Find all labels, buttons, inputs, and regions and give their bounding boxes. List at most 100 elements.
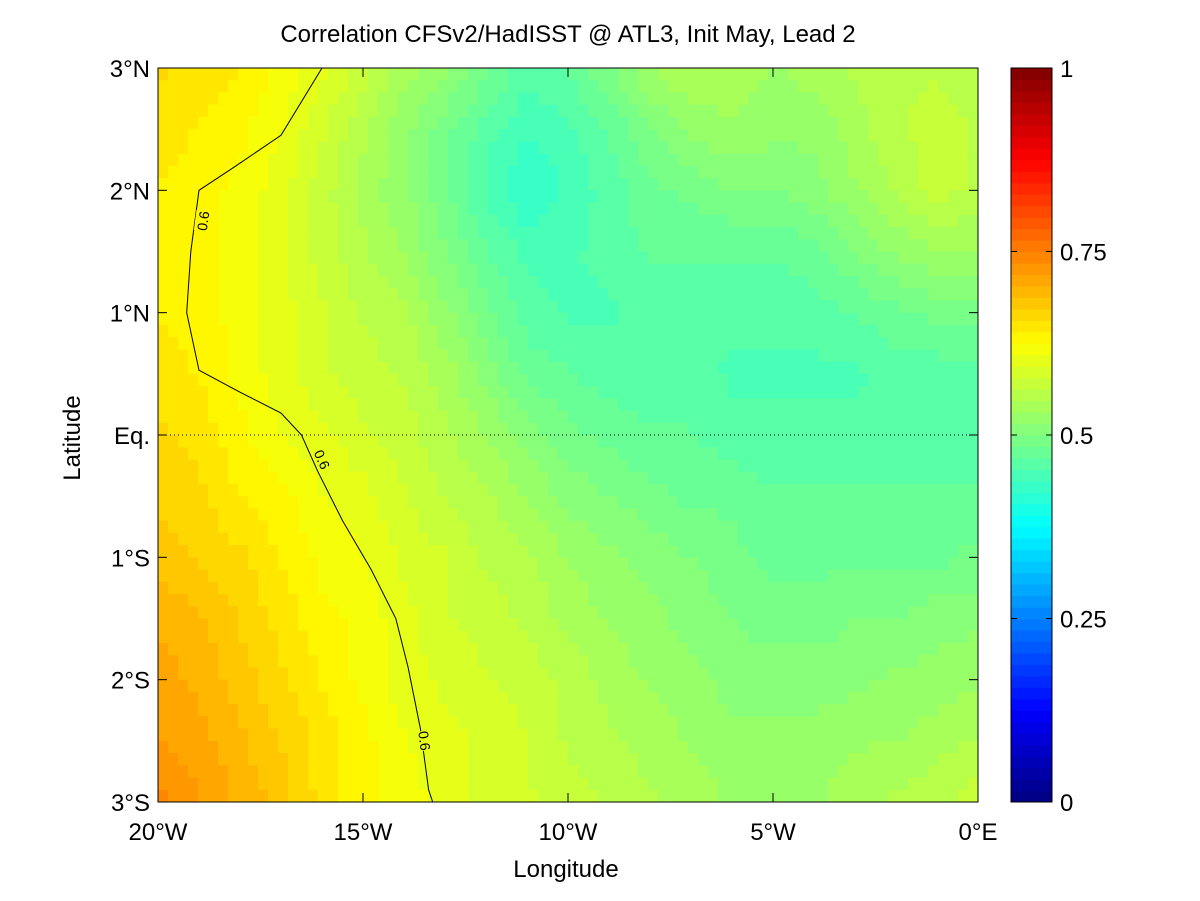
heatmap-cell bbox=[228, 728, 239, 742]
heatmap-cell bbox=[478, 630, 489, 644]
heatmap-cell bbox=[948, 618, 959, 632]
heatmap-cell bbox=[338, 606, 349, 620]
heatmap-cell bbox=[328, 214, 339, 228]
heatmap-cell bbox=[408, 630, 419, 644]
heatmap-cell bbox=[388, 312, 399, 326]
heatmap-cell bbox=[478, 471, 489, 485]
heatmap-cell bbox=[338, 789, 349, 802]
heatmap-cell bbox=[748, 386, 759, 399]
heatmap-cell bbox=[448, 606, 459, 620]
heatmap-cell bbox=[958, 691, 969, 705]
heatmap-cell bbox=[208, 251, 219, 265]
heatmap-cell bbox=[888, 655, 899, 669]
heatmap-cell bbox=[508, 190, 519, 204]
heatmap-cell bbox=[858, 300, 869, 314]
heatmap-cell bbox=[528, 435, 539, 448]
heatmap-cell bbox=[588, 312, 599, 326]
heatmap-cell bbox=[848, 104, 859, 118]
heatmap-cell bbox=[288, 606, 299, 620]
heatmap-cell bbox=[728, 141, 739, 155]
heatmap-cell bbox=[858, 691, 869, 705]
heatmap-cell bbox=[328, 447, 339, 461]
heatmap-cell bbox=[808, 300, 819, 314]
heatmap-cell bbox=[678, 153, 689, 167]
heatmap-cell bbox=[278, 642, 289, 656]
heatmap-cell bbox=[808, 361, 819, 375]
heatmap-cell bbox=[328, 178, 339, 191]
heatmap-cell bbox=[818, 471, 829, 485]
heatmap-cell bbox=[868, 581, 879, 595]
heatmap-cell bbox=[928, 422, 939, 436]
heatmap-cell bbox=[578, 569, 589, 583]
heatmap-cell bbox=[558, 618, 569, 632]
heatmap-cell bbox=[248, 68, 259, 81]
heatmap-cell bbox=[388, 655, 399, 669]
heatmap-cell bbox=[908, 606, 919, 620]
heatmap-cell bbox=[958, 300, 969, 314]
heatmap-cell bbox=[918, 557, 929, 571]
heatmap-cell bbox=[248, 410, 259, 424]
heatmap-cell bbox=[478, 728, 489, 742]
heatmap-cell bbox=[818, 496, 829, 509]
heatmap-cell bbox=[308, 361, 319, 375]
heatmap-cell bbox=[818, 618, 829, 632]
heatmap-cell bbox=[878, 606, 889, 620]
heatmap-cell bbox=[578, 202, 589, 216]
heatmap-cell bbox=[858, 667, 869, 681]
heatmap-cell bbox=[228, 508, 239, 522]
heatmap-cell bbox=[878, 239, 889, 253]
heatmap-cell bbox=[498, 263, 509, 277]
heatmap-cell bbox=[468, 239, 479, 253]
heatmap-cell bbox=[878, 214, 889, 228]
heatmap-cell bbox=[258, 190, 269, 204]
heatmap-cell bbox=[298, 165, 309, 179]
heatmap-cell bbox=[198, 361, 209, 375]
heatmap-cell bbox=[498, 740, 509, 754]
heatmap-cell bbox=[218, 520, 229, 534]
heatmap-cell bbox=[948, 288, 959, 302]
heatmap-cell bbox=[708, 337, 719, 350]
heatmap-cell bbox=[918, 386, 929, 399]
heatmap-cell bbox=[398, 447, 409, 461]
heatmap-cell bbox=[438, 753, 449, 766]
heatmap-cell bbox=[628, 642, 639, 656]
heatmap-cell bbox=[418, 80, 429, 94]
heatmap-cell bbox=[968, 141, 978, 155]
heatmap-cell bbox=[898, 642, 909, 656]
heatmap-cell bbox=[718, 141, 729, 155]
heatmap-cell bbox=[218, 471, 229, 485]
heatmap-cell bbox=[778, 447, 789, 461]
heatmap-cell bbox=[508, 227, 519, 240]
heatmap-cell bbox=[938, 618, 949, 632]
heatmap-cell bbox=[258, 459, 269, 473]
heatmap-cell bbox=[498, 728, 509, 742]
heatmap-cell bbox=[878, 104, 889, 118]
heatmap-cell bbox=[308, 141, 319, 155]
heatmap-cell bbox=[368, 190, 379, 204]
heatmap-cell bbox=[178, 263, 189, 277]
heatmap-cell bbox=[588, 239, 599, 253]
heatmap-cell bbox=[898, 275, 909, 289]
heatmap-cell bbox=[698, 777, 709, 791]
heatmap-cell bbox=[938, 337, 949, 350]
heatmap-cell bbox=[618, 508, 629, 522]
heatmap-cell bbox=[258, 520, 269, 534]
heatmap-cell bbox=[168, 447, 179, 461]
heatmap-cell bbox=[738, 68, 749, 81]
heatmap-cell bbox=[308, 728, 319, 742]
heatmap-cell bbox=[598, 239, 609, 253]
heatmap-cell bbox=[938, 508, 949, 522]
heatmap-cell bbox=[628, 630, 639, 644]
heatmap-cell bbox=[918, 422, 929, 436]
heatmap-cell bbox=[318, 214, 329, 228]
heatmap-cell bbox=[698, 361, 709, 375]
heatmap-cell bbox=[228, 373, 239, 387]
heatmap-cell bbox=[158, 569, 169, 583]
heatmap-cell bbox=[538, 373, 549, 387]
heatmap-cell bbox=[478, 581, 489, 595]
heatmap-cell bbox=[948, 459, 959, 473]
heatmap-cell bbox=[438, 581, 449, 595]
heatmap-cell bbox=[668, 520, 679, 534]
heatmap-cell bbox=[788, 740, 799, 754]
heatmap-cell bbox=[408, 691, 419, 705]
